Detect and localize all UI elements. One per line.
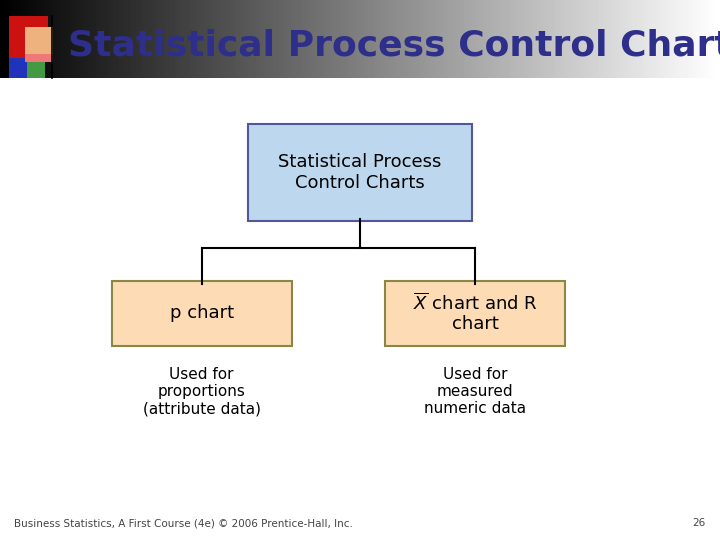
Bar [27, 62, 45, 78]
FancyBboxPatch shape [385, 281, 565, 346]
Text: Used for
measured
numeric data: Used for measured numeric data [424, 367, 526, 416]
Text: 26: 26 [693, 518, 706, 528]
Text: chart: chart [451, 315, 499, 333]
Bar [0, 78, 720, 540]
Text: Statistical Process Control Charts: Statistical Process Control Charts [68, 29, 720, 63]
Text: Used for
proportions
(attribute data): Used for proportions (attribute data) [143, 367, 261, 416]
Text: p chart: p chart [169, 304, 234, 322]
Text: Business Statistics, A First Course (4e) © 2006 Prentice-Hall, Inc.: Business Statistics, A First Course (4e)… [14, 518, 354, 528]
Bar [25, 27, 53, 54]
Text: Statistical Process
Control Charts: Statistical Process Control Charts [279, 153, 441, 192]
FancyBboxPatch shape [248, 124, 472, 221]
Bar [9, 16, 48, 62]
Text: $\overline{X}$ chart and R: $\overline{X}$ chart and R [413, 293, 538, 314]
Bar [9, 58, 36, 78]
FancyBboxPatch shape [112, 281, 292, 346]
Bar [25, 27, 53, 62]
